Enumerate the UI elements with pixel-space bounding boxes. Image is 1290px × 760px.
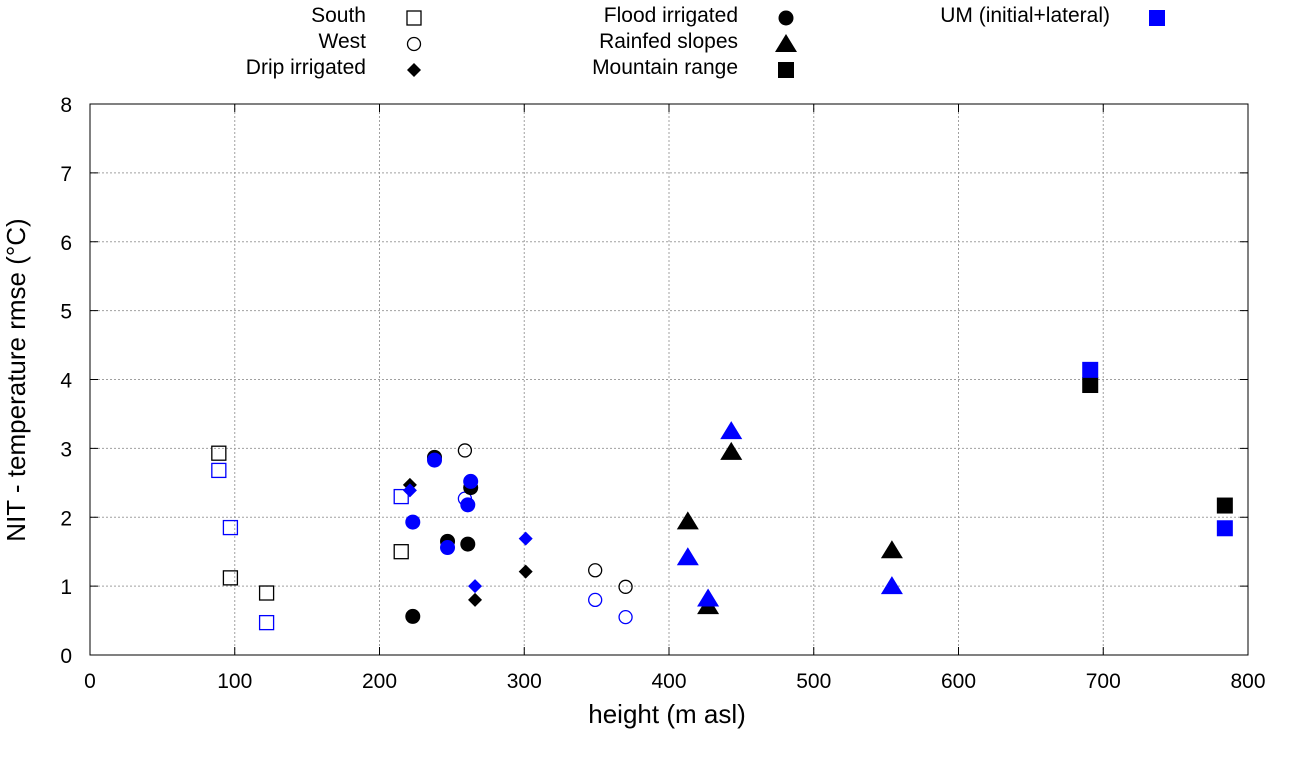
data-point <box>518 564 533 579</box>
data-point <box>618 609 633 625</box>
x-tick-label: 300 <box>507 670 542 693</box>
legend-label: West <box>319 30 367 53</box>
x-tick-label: 700 <box>1086 670 1121 693</box>
data-point <box>720 441 743 460</box>
y-tick-label: 7 <box>60 163 72 186</box>
data-point <box>393 488 409 505</box>
data-point <box>588 563 603 578</box>
x-tick-label: 800 <box>1230 670 1265 693</box>
x-tick-label: 100 <box>217 670 252 693</box>
data-point <box>720 421 743 440</box>
data-point <box>405 608 421 624</box>
y-axis-label: NIT - temperature rmse (°C) <box>1 218 31 541</box>
data-point <box>460 497 476 513</box>
data-point <box>676 547 699 566</box>
data-point <box>393 544 409 560</box>
data-point <box>402 483 417 498</box>
data-point <box>518 531 533 546</box>
data-point <box>460 536 476 552</box>
y-tick-label: 2 <box>60 507 72 530</box>
x-axis-label: height (m asl) <box>588 699 746 729</box>
axis-ticks: 0 100 200 300 400 500 600 700 800 0 1 2 3 4 5 6 7 8 <box>60 94 1265 693</box>
y-tick-label: 3 <box>60 438 72 461</box>
data-point <box>697 588 720 607</box>
legend-marker <box>406 36 422 52</box>
legend-marker <box>407 63 421 77</box>
data-point <box>588 592 603 608</box>
data-point <box>457 443 473 458</box>
legend-label: Mountain range <box>592 56 738 79</box>
data-point <box>1216 520 1233 537</box>
legend: South West Drip irrigated Flood irrigated Ra… <box>246 4 1165 79</box>
data-point <box>468 579 483 594</box>
data-point <box>222 519 239 536</box>
legend-label: South <box>311 4 366 27</box>
y-tick-label: 8 <box>60 94 72 117</box>
legend-marker <box>406 10 422 26</box>
y-tick-label: 1 <box>60 576 72 599</box>
data-point <box>1082 377 1099 394</box>
data-point <box>880 576 903 595</box>
data-point <box>468 592 483 607</box>
data-point <box>1082 361 1099 378</box>
y-tick-label: 4 <box>60 370 72 393</box>
data-point <box>676 511 699 530</box>
data-point <box>1216 497 1233 514</box>
y-tick-label: 5 <box>60 301 72 324</box>
data-point <box>258 614 275 631</box>
legend-label: Rainfed slopes <box>599 30 738 53</box>
data-point <box>211 445 227 461</box>
legend-marker <box>778 10 794 26</box>
data-point <box>618 579 633 594</box>
legend-marker <box>775 34 797 52</box>
x-tick-label: 400 <box>651 670 686 693</box>
legend-marker <box>778 62 794 78</box>
data-point <box>211 462 227 479</box>
y-tick-label: 6 <box>60 232 72 255</box>
data-point <box>405 514 421 530</box>
data-point <box>463 473 479 489</box>
data-point <box>427 452 443 468</box>
x-tick-label: 200 <box>362 670 397 693</box>
x-tick-label: 0 <box>84 670 96 693</box>
legend-label: Flood irrigated <box>604 4 738 27</box>
data-point <box>440 540 456 556</box>
data-point <box>222 570 239 586</box>
data-point <box>880 540 903 559</box>
x-tick-label: 600 <box>941 670 976 693</box>
legend-marker <box>1149 10 1165 26</box>
y-tick-label: 0 <box>60 645 72 668</box>
data-point <box>258 585 275 601</box>
data-points <box>211 361 1233 631</box>
legend-label: UM (initial+lateral) <box>940 4 1110 27</box>
grid-lines <box>90 104 1248 655</box>
legend-label: Drip irrigated <box>246 56 366 79</box>
x-tick-label: 500 <box>796 670 831 693</box>
